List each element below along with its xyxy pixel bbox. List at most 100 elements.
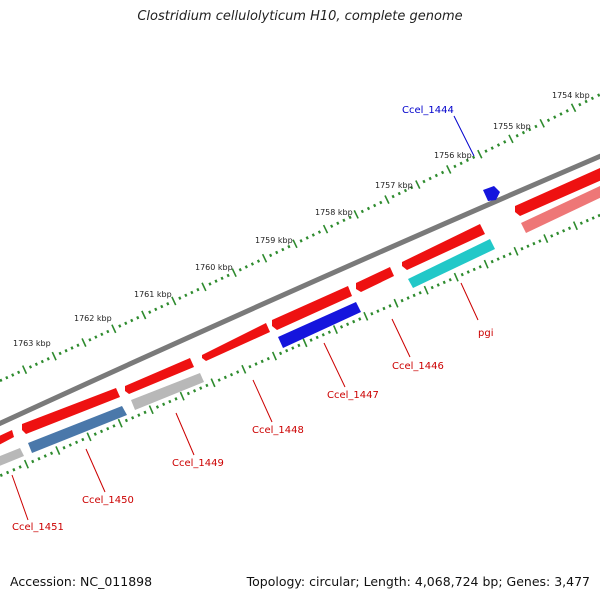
minor-tick (76, 343, 80, 348)
minor-tick (379, 200, 383, 205)
major-tick (477, 149, 483, 159)
scale-labels: 1754 kbp 1755 kbp 1756 kbp 1757 kbp 1758… (13, 91, 590, 348)
major-tick (117, 418, 123, 428)
gene-label-ccel-1447[interactable]: Ccel_1447 (327, 390, 379, 401)
minor-tick (528, 127, 532, 132)
minor-tick (244, 265, 248, 269)
inner-tick-ring (0, 213, 600, 477)
minor-tick (460, 272, 464, 277)
minor-tick (590, 96, 595, 101)
minor-tick (46, 357, 50, 361)
minor-tick (106, 426, 110, 431)
gene-label-pgi[interactable]: pgi (478, 328, 493, 339)
minor-tick (0, 378, 3, 383)
minor-tick (166, 302, 170, 306)
minor-tick (448, 278, 452, 282)
major-tick (415, 180, 421, 189)
minor-tick (348, 215, 352, 220)
gene-right-edge-forward[interactable] (515, 168, 600, 216)
minor-tick (5, 375, 9, 380)
minor-tick (309, 338, 313, 342)
minor-tick (256, 259, 261, 263)
gene-ccel-1447-reverse[interactable] (278, 302, 361, 348)
minor-tick (155, 405, 160, 409)
gene-label-ccel-1444[interactable]: Ccel_1444 (402, 105, 454, 116)
minor-tick (131, 416, 135, 420)
minor-tick (124, 418, 128, 423)
minor-tick (597, 213, 600, 218)
minor-tick (360, 209, 364, 214)
minor-tick (567, 226, 572, 231)
gene-label-ccel-1446[interactable]: Ccel_1446 (392, 361, 444, 372)
minor-tick (118, 324, 122, 328)
minor-tick (358, 317, 362, 321)
minor-tick (578, 102, 582, 107)
minor-tick (143, 410, 147, 415)
major-tick (513, 246, 519, 256)
minor-tick (546, 118, 551, 122)
major-tick (51, 351, 57, 361)
gene-right-edge-reverse[interactable] (521, 186, 600, 233)
major-tick (111, 324, 117, 334)
minor-tick (297, 343, 301, 348)
minor-tick (465, 158, 469, 163)
gene-pgi-forward[interactable] (402, 224, 485, 270)
minor-tick (37, 457, 41, 461)
minor-tick (453, 164, 457, 169)
gene-ccel-1447-forward[interactable] (272, 286, 352, 330)
minor-tick (397, 191, 401, 196)
minor-tick (315, 335, 319, 340)
minor-tick (148, 310, 152, 314)
minor-tick (74, 440, 79, 445)
minor-tick (412, 293, 416, 298)
gene-label-ccel-1451[interactable]: Ccel_1451 (12, 522, 64, 533)
minor-tick (565, 109, 569, 113)
gene-pgi-reverse[interactable] (408, 239, 495, 288)
gene-ccel-1448-forward[interactable] (202, 323, 270, 361)
gene-ccel-1446-forward[interactable] (356, 267, 394, 292)
major-tick (302, 338, 308, 348)
minor-tick (94, 335, 98, 339)
minor-tick (99, 429, 104, 434)
scale-label: 1756 kbp (434, 151, 472, 160)
major-tick (148, 405, 154, 415)
minor-tick (186, 391, 190, 396)
minor-tick (106, 329, 110, 334)
minor-tick (556, 231, 560, 236)
minor-tick (591, 216, 595, 220)
scale-label: 1758 kbp (315, 208, 353, 217)
scale-label: 1759 kbp (255, 236, 293, 245)
minor-tick (496, 257, 500, 261)
gene-ccel-1451-reverse[interactable] (0, 448, 24, 467)
minor-tick (579, 221, 583, 225)
minor-tick (269, 253, 273, 258)
major-tick (23, 459, 29, 469)
minor-tick (346, 322, 350, 326)
gene-label-ccel-1450[interactable]: Ccel_1450 (82, 495, 134, 506)
minor-tick (17, 370, 21, 375)
gene-ccel-1444-marker[interactable] (483, 186, 500, 201)
minor-tick (0, 473, 3, 477)
minor-tick (459, 161, 463, 166)
gene-label-ccel-1448[interactable]: Ccel_1448 (252, 425, 304, 436)
leader-line-ccel-1444 (453, 115, 475, 157)
minor-tick (532, 241, 536, 246)
gene-ccel-1449-reverse[interactable] (131, 373, 204, 410)
minor-tick (342, 218, 346, 223)
minor-tick (311, 233, 315, 237)
minor-tick (124, 321, 128, 326)
minor-tick (196, 287, 200, 292)
gene-ccel-1449-forward[interactable] (125, 358, 194, 394)
gene-ccel-1450-forward[interactable] (22, 388, 120, 434)
gene-ccel-1451-forward[interactable] (0, 430, 14, 446)
gene-ccel-1450-reverse[interactable] (28, 406, 127, 453)
minor-tick (93, 432, 97, 436)
minor-tick (410, 185, 414, 190)
minor-tick (6, 470, 10, 475)
minor-tick (275, 250, 279, 255)
minor-tick (81, 437, 85, 442)
major-tick (539, 118, 545, 128)
gene-label-ccel-1449[interactable]: Ccel_1449 (172, 458, 224, 469)
minor-tick (327, 330, 331, 334)
minor-tick (305, 236, 309, 240)
